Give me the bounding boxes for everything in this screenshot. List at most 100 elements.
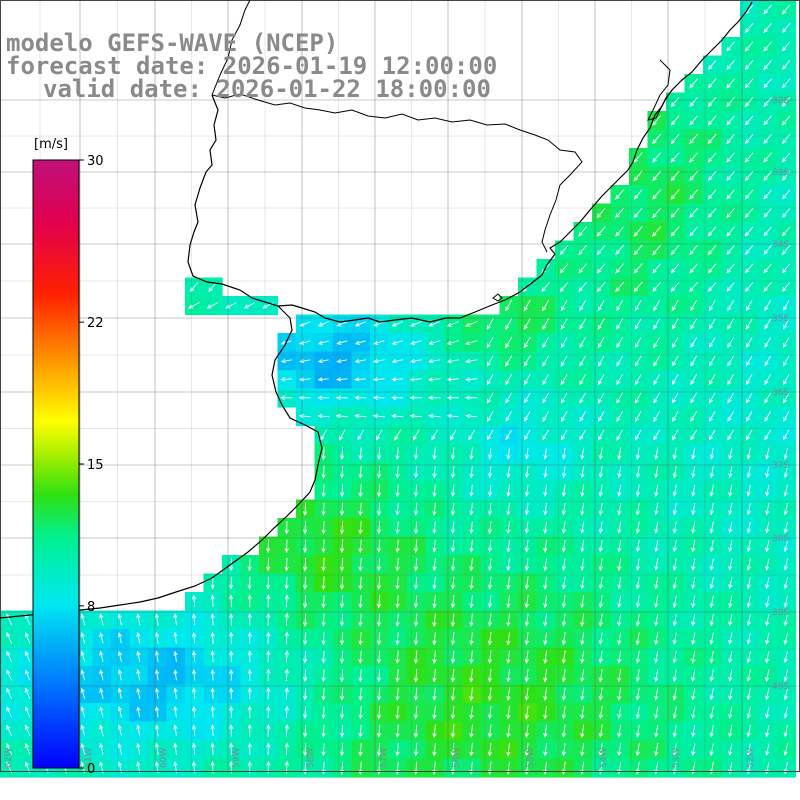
wind-arrow bbox=[284, 576, 289, 590]
wind-arrow bbox=[321, 669, 326, 683]
wind-arrow bbox=[580, 595, 585, 609]
wind-arrow bbox=[191, 613, 197, 626]
wind-arrow bbox=[764, 355, 771, 367]
wind-arrow bbox=[358, 465, 363, 479]
title-model: modelo GEFS-WAVE (NCEP) bbox=[6, 29, 339, 57]
wind-arrow bbox=[561, 466, 567, 479]
wind-arrow bbox=[728, 651, 733, 664]
wind-arrow bbox=[136, 706, 141, 718]
wind-arrow bbox=[376, 705, 382, 720]
wind-arrow bbox=[523, 374, 531, 386]
wind-arrow bbox=[99, 742, 104, 755]
wind-arrow bbox=[413, 521, 419, 535]
wind-arrow bbox=[764, 300, 771, 312]
wind-arrow bbox=[744, 96, 754, 108]
wind-arrow bbox=[413, 613, 419, 627]
wind-arrow bbox=[709, 688, 714, 701]
wind-arrow bbox=[487, 521, 493, 535]
wind-arrow bbox=[691, 743, 696, 757]
wind-arrow bbox=[596, 281, 606, 293]
wind-arrow bbox=[561, 687, 566, 701]
wind-arrow bbox=[707, 115, 717, 126]
wind-arrow bbox=[672, 576, 677, 590]
wind-arrow bbox=[358, 724, 363, 738]
wind-arrow bbox=[580, 558, 585, 572]
wind-arrow bbox=[654, 632, 659, 646]
wind-arrow bbox=[728, 558, 733, 571]
wind-arrow bbox=[635, 558, 640, 572]
wind-arrow bbox=[672, 706, 677, 720]
wind-arrow bbox=[284, 742, 290, 756]
wind-arrow bbox=[654, 447, 659, 460]
wind-arrow bbox=[542, 392, 549, 404]
wind-arrow bbox=[487, 668, 493, 683]
wind-arrow bbox=[561, 724, 566, 738]
wind-arrow bbox=[173, 742, 178, 755]
wind-arrow bbox=[726, 152, 735, 163]
wind-arrow bbox=[746, 743, 751, 756]
wind-arrow bbox=[781, 226, 791, 237]
wind-arrow bbox=[579, 411, 586, 423]
wind-arrow bbox=[376, 576, 382, 591]
wind-arrow bbox=[413, 484, 419, 498]
wind-arrow bbox=[635, 502, 640, 516]
wind-arrow bbox=[117, 687, 122, 699]
wind-arrow bbox=[469, 650, 474, 664]
wind-arrow bbox=[616, 392, 624, 404]
wind-arrow bbox=[265, 557, 271, 572]
wind-arrow bbox=[728, 743, 733, 757]
wind-arrow bbox=[523, 429, 531, 441]
wind-arrow bbox=[707, 207, 717, 219]
wind-arrow bbox=[321, 447, 326, 461]
wind-arrow bbox=[634, 429, 642, 441]
wind-arrow bbox=[654, 484, 659, 497]
wind-arrow bbox=[617, 613, 622, 627]
wind-arrow bbox=[652, 189, 662, 200]
wind-arrow bbox=[691, 595, 696, 609]
wind-arrow bbox=[689, 170, 699, 182]
wind-arrow bbox=[506, 687, 511, 702]
wind-arrow bbox=[709, 613, 714, 627]
wind-arrow bbox=[210, 705, 215, 718]
wind-arrow bbox=[746, 595, 751, 608]
wind-arrow bbox=[228, 594, 234, 608]
wind-arrow bbox=[117, 724, 122, 737]
longitude-label: 54W bbox=[599, 748, 609, 768]
wind-arrow bbox=[191, 668, 197, 681]
wind-arrow bbox=[691, 484, 696, 497]
wind-arrow bbox=[763, 282, 772, 292]
wind-arrow bbox=[6, 650, 12, 662]
wind-arrow bbox=[634, 373, 642, 386]
wind-arrow bbox=[413, 668, 419, 683]
coastline bbox=[0, 0, 753, 619]
wind-arrow bbox=[432, 742, 437, 757]
wind-arrow bbox=[210, 631, 215, 644]
wind-arrow bbox=[523, 411, 531, 423]
wind-arrow bbox=[376, 613, 382, 627]
wind-arrow bbox=[506, 742, 511, 757]
wind-arrow bbox=[395, 521, 400, 535]
wind-arrow bbox=[653, 392, 660, 404]
wind-arrow bbox=[395, 558, 400, 572]
wind-arrow bbox=[6, 687, 12, 699]
wind-arrow bbox=[708, 337, 716, 348]
wind-arrow bbox=[781, 189, 791, 200]
wind-arrow bbox=[633, 170, 643, 182]
wind-arrow bbox=[321, 502, 326, 516]
wind-arrow bbox=[597, 318, 605, 330]
wind-arrow bbox=[782, 374, 790, 386]
wind-arrow bbox=[339, 687, 345, 701]
wind-arrow bbox=[524, 613, 529, 627]
wind-arrow bbox=[413, 539, 419, 553]
longitude-label: 55W bbox=[526, 748, 536, 768]
wind-arrow bbox=[395, 576, 400, 590]
wind-arrow bbox=[321, 632, 326, 646]
wind-arrow bbox=[670, 281, 680, 293]
colorbar-tick-label: 30 bbox=[87, 154, 104, 169]
wind-arrow bbox=[560, 318, 568, 330]
wind-arrow bbox=[763, 208, 772, 219]
wind-arrow bbox=[24, 742, 31, 755]
wind-arrow bbox=[413, 650, 419, 665]
wind-arrow bbox=[652, 263, 661, 274]
wind-arrow bbox=[136, 613, 141, 626]
